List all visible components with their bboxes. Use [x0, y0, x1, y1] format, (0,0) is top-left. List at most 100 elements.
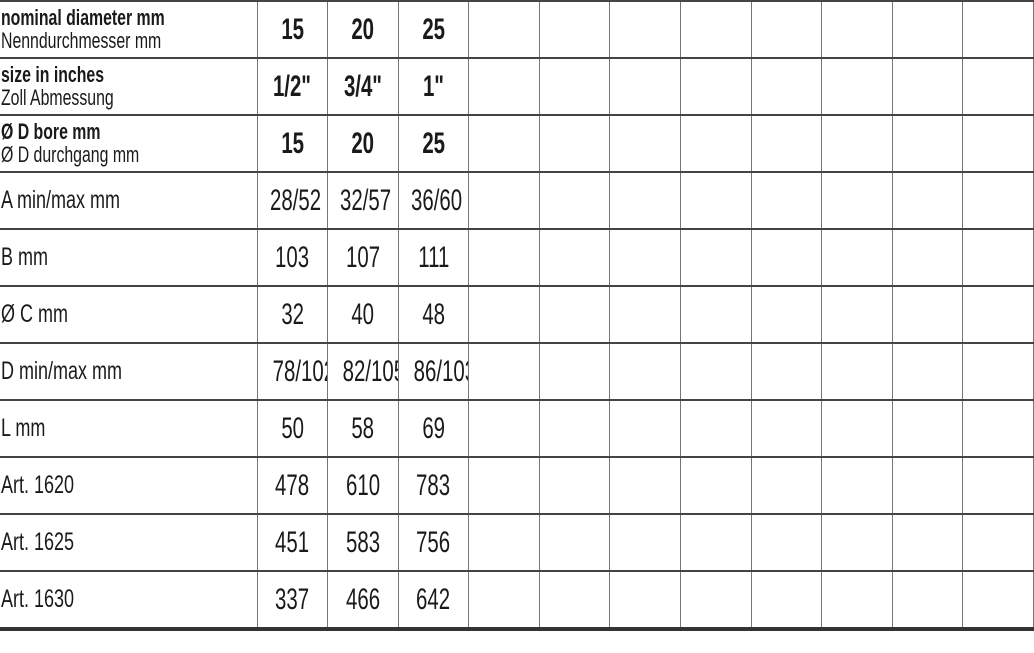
empty-cell [750, 285, 823, 344]
value-cell: 86/103 [397, 342, 470, 401]
empty-cell [962, 342, 1034, 401]
row-label: A min/max mm [0, 171, 258, 230]
empty-cell [891, 513, 964, 572]
empty-cell [538, 0, 611, 59]
label-en: Art. 1620 [1, 470, 75, 499]
value: 32 [280, 297, 304, 331]
value-cell: 15 [256, 114, 329, 173]
empty-cell [680, 57, 752, 116]
value-cell: 107 [327, 228, 399, 287]
value-cell: 32/57 [327, 171, 399, 230]
empty-cell [538, 57, 611, 116]
empty-cell [750, 228, 823, 287]
empty-cell [468, 285, 540, 344]
empty-cell [468, 513, 540, 572]
table-row: size in inches Zoll Abmessung 1/2" 3/4" 1" [0, 57, 1034, 116]
value: 337 [275, 582, 310, 616]
value-cell: 36/60 [397, 171, 470, 230]
label-en: size in inches [1, 61, 105, 87]
table-row: B mm 103 107 111 [0, 228, 1034, 287]
value-cell: 610 [327, 456, 399, 515]
empty-cell [821, 342, 893, 401]
empty-cell [680, 0, 752, 59]
empty-cell [891, 57, 964, 116]
empty-cell [538, 456, 611, 515]
empty-cell [609, 171, 682, 230]
empty-cell [821, 0, 893, 59]
dimensions-table: nominal diameter mm Nenndurchmesser mm 15 2… [0, 0, 1034, 631]
value-cell: 111 [397, 228, 470, 287]
empty-cell [609, 228, 682, 287]
value-cell: 25 [397, 114, 470, 173]
value: 107 [345, 240, 380, 274]
empty-cell [821, 456, 893, 515]
row-label: size in inches Zoll Abmessung [0, 57, 258, 116]
empty-cell [538, 171, 611, 230]
table-row: Art. 1630 337 466 642 [0, 570, 1034, 631]
empty-cell [962, 399, 1034, 458]
value: 69 [422, 411, 445, 445]
empty-cell [821, 285, 893, 344]
row-label: Art. 1620 [0, 456, 258, 515]
value-cell: 337 [256, 570, 329, 631]
row-label: nominal diameter mm Nenndurchmesser mm [0, 0, 258, 59]
label-de: Ø D durchgang mm [1, 141, 140, 167]
value: 15 [280, 12, 304, 46]
value-cell: 756 [397, 513, 470, 572]
value: 478 [275, 468, 310, 502]
label-en: Ø D bore mm [1, 118, 101, 144]
empty-cell [680, 570, 752, 631]
value: 1/2" [273, 69, 312, 103]
value: 451 [275, 525, 310, 559]
empty-cell [680, 171, 752, 230]
empty-cell [538, 570, 611, 631]
value: 48 [422, 297, 445, 331]
value-cell: 20 [327, 0, 399, 59]
value-cell: 3/4" [327, 57, 399, 116]
empty-cell [680, 114, 752, 173]
empty-cell [468, 456, 540, 515]
value-cell: 642 [397, 570, 470, 631]
value: 20 [351, 12, 375, 46]
value: 32/57 [340, 183, 392, 217]
value: 36/60 [410, 183, 462, 217]
empty-cell [609, 399, 682, 458]
empty-cell [962, 513, 1034, 572]
label-en: D min/max mm [1, 356, 123, 385]
empty-cell [891, 114, 964, 173]
row-label: B mm [0, 228, 258, 287]
value-cell: 15 [256, 0, 329, 59]
empty-cell [680, 342, 752, 401]
value-cell: 478 [256, 456, 329, 515]
empty-cell [962, 570, 1034, 631]
empty-cell [538, 513, 611, 572]
empty-cell [680, 399, 752, 458]
empty-cell [468, 570, 540, 631]
value-cell: 40 [327, 285, 399, 344]
label-en: Art. 1625 [1, 527, 75, 556]
value: 28/52 [269, 183, 321, 217]
empty-cell [680, 285, 752, 344]
empty-cell [962, 57, 1034, 116]
value: 3/4" [343, 69, 382, 103]
value-cell: 50 [256, 399, 329, 458]
value: 25 [422, 126, 445, 160]
row-label: L mm [0, 399, 258, 458]
label-en: Ø C mm [1, 299, 68, 328]
value-cell: 69 [397, 399, 470, 458]
empty-cell [750, 57, 823, 116]
empty-cell [468, 0, 540, 59]
empty-cell [609, 570, 682, 631]
label-en: L mm [1, 413, 46, 442]
empty-cell [891, 570, 964, 631]
empty-cell [538, 399, 611, 458]
value: 466 [345, 582, 380, 616]
empty-cell [962, 171, 1034, 230]
empty-cell [609, 285, 682, 344]
empty-cell [750, 456, 823, 515]
empty-cell [962, 228, 1034, 287]
row-label: Art. 1625 [0, 513, 258, 572]
value: 78/102 [272, 354, 326, 388]
value-cell: 1/2" [256, 57, 329, 116]
value-cell: 58 [327, 399, 399, 458]
